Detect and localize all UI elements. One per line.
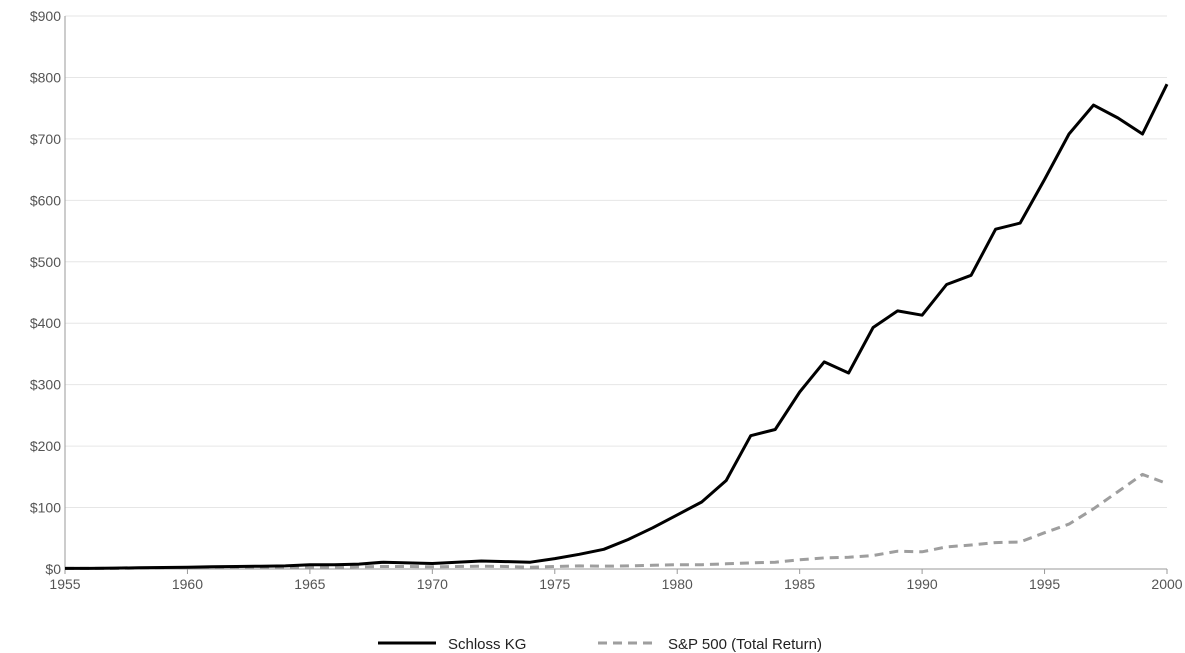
legend-label-schloss-kg: Schloss KG xyxy=(448,636,526,653)
x-tick-label: 1965 xyxy=(294,576,325,592)
x-tick-label: 1975 xyxy=(539,576,570,592)
series-lines xyxy=(65,83,1169,570)
x-tick-label: 2000 xyxy=(1151,576,1182,592)
x-tick-label: 1995 xyxy=(1029,576,1060,592)
x-tick-label: 1960 xyxy=(172,576,203,592)
y-tick-label: $900 xyxy=(30,8,61,24)
y-tick-label: $500 xyxy=(30,254,61,270)
legend: Schloss KG S&P 500 (Total Return) xyxy=(378,636,822,653)
y-tick-label: $300 xyxy=(30,377,61,393)
x-tick-label: 1955 xyxy=(49,576,80,592)
axes: $0 $100 $200 $300 $400 $500 $600 $700 $800 $900 19… xyxy=(30,8,1183,592)
x-tick-label: 1980 xyxy=(662,576,693,592)
y-tick-label: $0 xyxy=(45,561,61,577)
series-line-schloss-kg xyxy=(65,83,1169,570)
y-tick-label: $600 xyxy=(30,192,61,208)
x-tick-label: 1990 xyxy=(907,576,938,592)
x-tick-label: 1970 xyxy=(417,576,448,592)
y-tick-label: $100 xyxy=(30,500,61,516)
x-tick-label: 1985 xyxy=(784,576,815,592)
y-tick-label: $800 xyxy=(30,69,61,85)
series-line-sp500 xyxy=(65,472,1168,570)
legend-label-sp500: S&P 500 (Total Return) xyxy=(668,636,822,653)
y-tick-label: $700 xyxy=(30,131,61,147)
y-tick-label: $200 xyxy=(30,438,61,454)
y-tick-label: $400 xyxy=(30,315,61,331)
gridlines xyxy=(65,15,1167,509)
